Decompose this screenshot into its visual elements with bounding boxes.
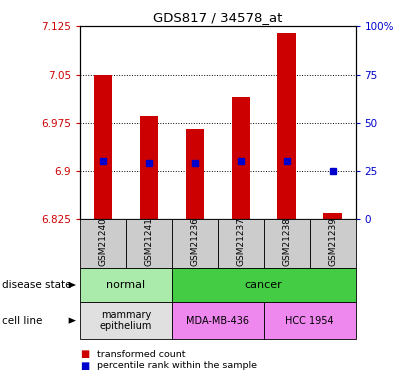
Bar <box>186 129 204 219</box>
Text: transformed count: transformed count <box>97 350 185 359</box>
Title: GDS817 / 34578_at: GDS817 / 34578_at <box>153 11 282 24</box>
Bar <box>140 116 158 219</box>
Text: HCC 1954: HCC 1954 <box>285 316 334 326</box>
Text: GSM21241: GSM21241 <box>145 217 153 266</box>
Text: MDA-MB-436: MDA-MB-436 <box>186 316 249 326</box>
Bar <box>277 33 296 219</box>
Text: GSM21239: GSM21239 <box>328 217 337 266</box>
Bar <box>231 97 250 219</box>
Bar <box>323 213 342 219</box>
Text: GSM21240: GSM21240 <box>99 217 108 266</box>
Text: cell line: cell line <box>2 316 42 326</box>
Bar <box>94 75 112 219</box>
Text: GSM21236: GSM21236 <box>190 217 199 266</box>
Text: GSM21237: GSM21237 <box>236 217 245 266</box>
Text: percentile rank within the sample: percentile rank within the sample <box>97 361 256 370</box>
Text: ■: ■ <box>80 350 90 359</box>
Text: ■: ■ <box>80 361 90 370</box>
Text: cancer: cancer <box>245 280 283 290</box>
Text: normal: normal <box>106 280 145 290</box>
Text: mammary
epithelium: mammary epithelium <box>100 310 152 332</box>
Text: GSM21238: GSM21238 <box>282 217 291 266</box>
Text: disease state: disease state <box>2 280 72 290</box>
